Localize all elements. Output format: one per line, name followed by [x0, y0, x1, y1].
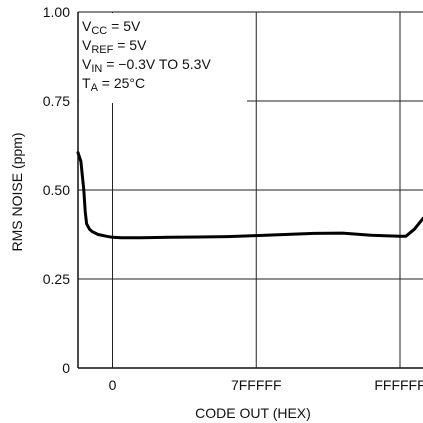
- curve-layer: [76, 151, 423, 240]
- y-tick-label: 0.75: [43, 93, 70, 109]
- annotation-line: VREF = 5V: [82, 37, 147, 56]
- tick-labels: 0 0.25 0.50 0.75 1.00 0 7FFFFF FFFFFF: [43, 4, 423, 393]
- annotation-line: VIN = −0.3V TO 5.3V: [82, 56, 211, 75]
- plot-frame: [77, 11, 423, 369]
- rms-noise-curve: [76, 151, 423, 240]
- annotation-background: [79, 13, 247, 103]
- annotation-line: VCC = 5V: [82, 18, 141, 37]
- y-tick-label: 0: [62, 360, 70, 376]
- y-tick-label: 0.25: [43, 271, 70, 287]
- y-tick-label: 0.50: [43, 182, 70, 198]
- x-tick-label: 0: [109, 377, 117, 393]
- x-tick-label: FFFFFF: [374, 377, 423, 393]
- x-axis-title: CODE OUT (HEX): [195, 405, 311, 421]
- annotation-line: TA = 25°C: [82, 75, 145, 94]
- y-tick-label: 1.00: [43, 4, 70, 20]
- x-tick-label: 7FFFFF: [231, 377, 282, 393]
- y-axis-title: RMS NOISE (ppm): [9, 132, 25, 251]
